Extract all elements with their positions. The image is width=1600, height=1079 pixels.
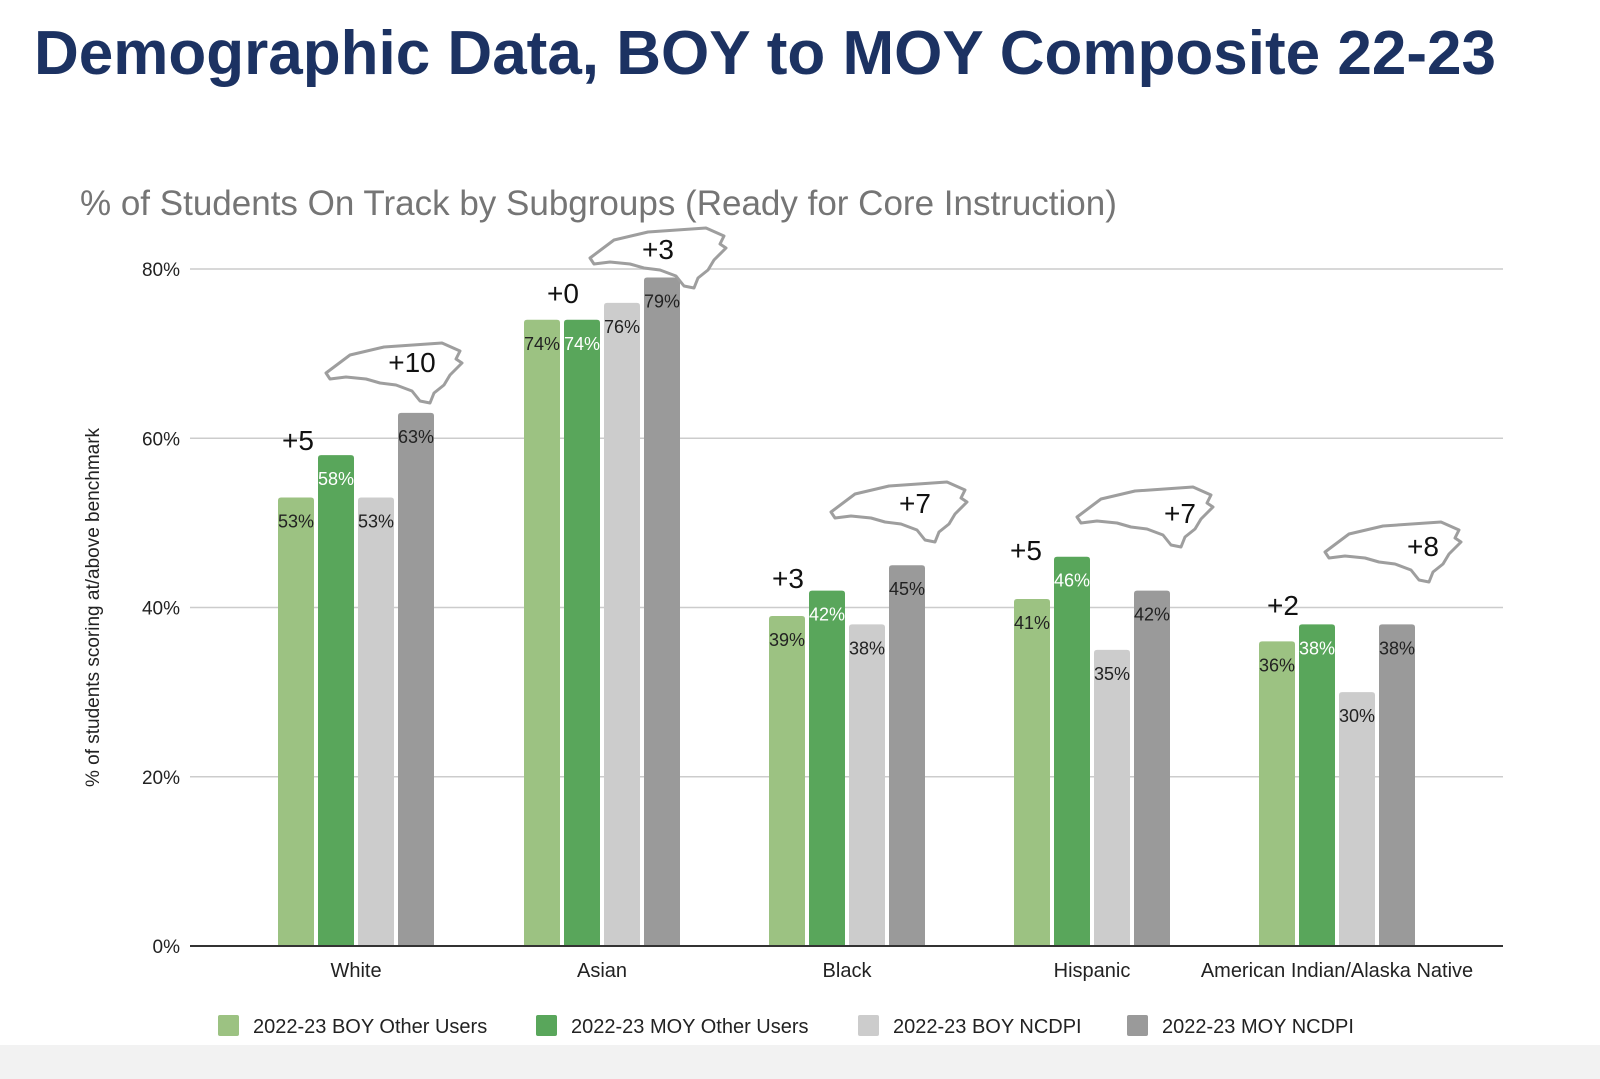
data-label: 38% — [1379, 638, 1415, 658]
x-category-label: Hispanic — [1054, 960, 1131, 982]
other-users-change-label: +5 — [1010, 535, 1042, 566]
y-tick-label: 20% — [142, 768, 180, 789]
bar — [809, 590, 845, 946]
bar — [1054, 556, 1090, 946]
ncdpi-change-label: +3 — [642, 234, 674, 265]
bar — [849, 624, 885, 946]
data-label: 53% — [358, 511, 394, 531]
legend-swatch — [218, 1015, 239, 1036]
bar — [1094, 649, 1130, 946]
page-title: Demographic Data, BOY to MOY Composite 2… — [34, 19, 1496, 88]
data-label: 30% — [1339, 706, 1375, 726]
data-label: 36% — [1259, 655, 1295, 675]
bar — [1299, 624, 1335, 946]
bar — [278, 497, 314, 946]
data-label: 74% — [524, 334, 560, 354]
other-users-change-label: +0 — [547, 278, 579, 309]
data-label: 76% — [604, 317, 640, 337]
x-category-label: Black — [823, 960, 873, 982]
data-label: 74% — [564, 334, 600, 354]
bar — [1134, 590, 1170, 946]
other-users-change-label: +5 — [282, 425, 314, 456]
bar — [644, 277, 680, 946]
legend-swatch — [1127, 1015, 1148, 1036]
bar — [889, 565, 925, 946]
bar — [1339, 692, 1375, 946]
bar — [1259, 641, 1295, 946]
bar — [1014, 599, 1050, 946]
bar — [769, 615, 805, 946]
data-label: 63% — [398, 427, 434, 447]
bar — [524, 319, 560, 946]
data-label: 53% — [278, 511, 314, 531]
data-label: 45% — [889, 579, 925, 599]
legend-label: 2022-23 MOY Other Users — [571, 1016, 809, 1038]
bar — [318, 455, 354, 946]
data-label: 79% — [644, 291, 680, 311]
nc-state-outline-icon — [1323, 520, 1463, 584]
y-tick-label: 60% — [142, 429, 180, 450]
other-users-change-label: +2 — [1267, 590, 1299, 621]
nc-state-outline-icon — [1075, 485, 1215, 549]
footer-band — [0, 1045, 1600, 1079]
bar — [398, 412, 434, 946]
y-tick-label: 40% — [142, 599, 180, 620]
legend-swatch — [536, 1015, 557, 1036]
x-category-label: Asian — [577, 960, 627, 982]
ncdpi-change-label: +10 — [388, 347, 436, 378]
ncdpi-change-label: +8 — [1407, 531, 1439, 562]
nc-state-outline-icon — [829, 480, 969, 544]
bar — [358, 497, 394, 946]
y-axis-label: % of students scoring at/above benchmark — [83, 427, 104, 787]
legend-label: 2022-23 BOY NCDPI — [893, 1016, 1082, 1038]
ncdpi-change-label: +7 — [899, 488, 931, 519]
data-label: 46% — [1054, 571, 1090, 591]
bar — [564, 319, 600, 946]
legend-swatch — [858, 1015, 879, 1036]
data-label: 39% — [769, 630, 805, 650]
y-tick-label: 0% — [153, 937, 181, 958]
data-label: 41% — [1014, 613, 1050, 633]
data-label: 38% — [849, 638, 885, 658]
nc-state-outline-icon — [324, 341, 464, 405]
legend-label: 2022-23 MOY NCDPI — [1162, 1016, 1354, 1038]
bar — [1379, 624, 1415, 946]
chart-title: % of Students On Track by Subgroups (Rea… — [80, 184, 1117, 223]
data-label: 35% — [1094, 664, 1130, 684]
other-users-change-label: +3 — [772, 563, 804, 594]
nc-state-outline-icon — [588, 226, 728, 290]
bar — [604, 302, 640, 947]
data-label: 42% — [1134, 605, 1170, 625]
y-tick-label: 80% — [142, 260, 180, 281]
x-category-label: White — [330, 960, 381, 982]
data-label: 42% — [809, 605, 845, 625]
ncdpi-change-label: +7 — [1164, 498, 1196, 529]
data-label: 58% — [318, 469, 354, 489]
data-label: 38% — [1299, 638, 1335, 658]
x-category-label: American Indian/Alaska Native — [1201, 960, 1473, 982]
legend-label: 2022-23 BOY Other Users — [253, 1016, 487, 1038]
